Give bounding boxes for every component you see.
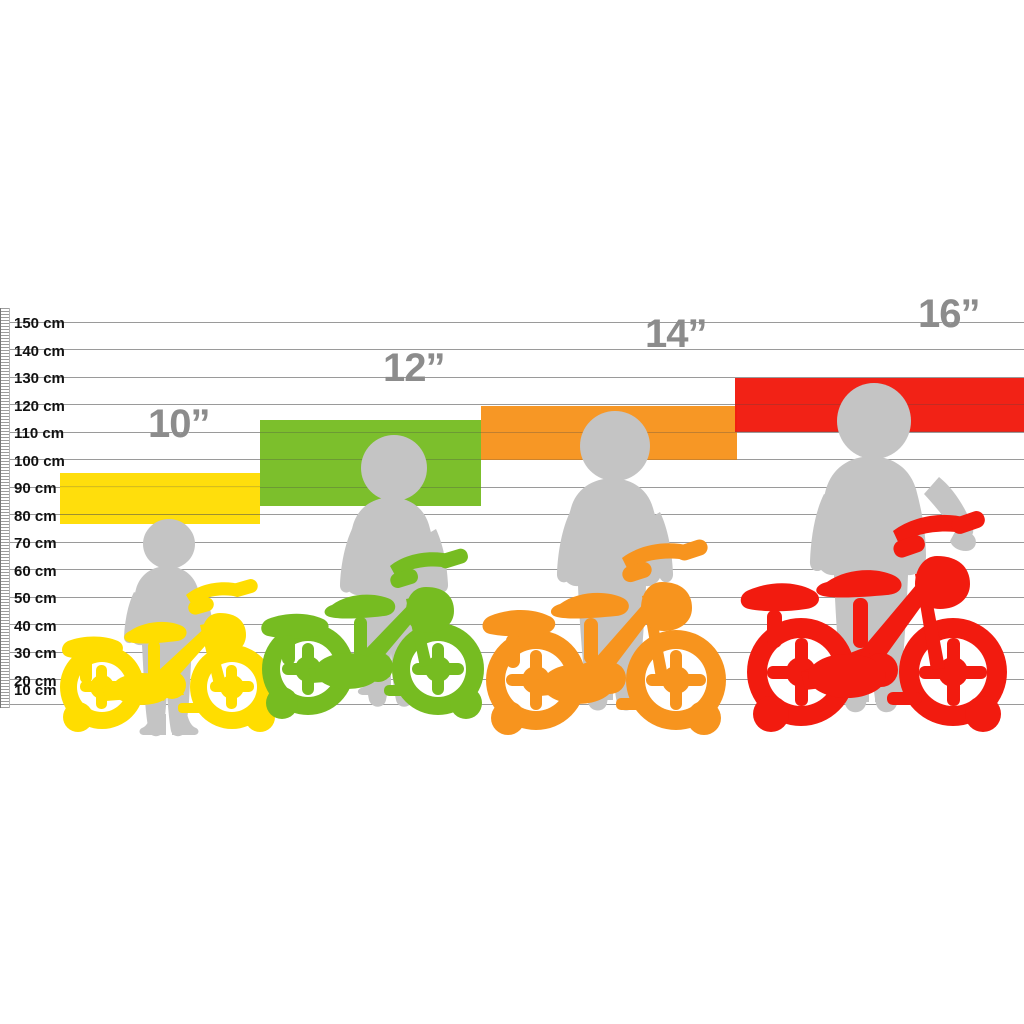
axis-tick-120: 120 cm (14, 398, 65, 415)
axis-tick-90: 90 cm (14, 480, 57, 497)
axis-tick-110: 110 cm (14, 425, 65, 442)
ruler-edge (0, 308, 1, 708)
size-label-12in: 12” (383, 346, 445, 390)
size-label-14in: 14” (645, 312, 707, 356)
axis-tick-10: 10 cm (14, 682, 57, 699)
axis-tick-40: 40 cm (14, 618, 57, 635)
bike-10in (60, 579, 275, 732)
band-stripe (260, 432, 481, 433)
gridline-90 (10, 487, 1024, 488)
gridline-50 (10, 597, 1024, 598)
axis-tick-80: 80 cm (14, 508, 57, 525)
bike-12in (261, 548, 484, 719)
axis-tick-20: 20 cm (14, 673, 57, 690)
size-label-16in: 16” (918, 292, 980, 336)
axis-tick-140: 140 cm (14, 343, 65, 360)
gridline-70 (10, 542, 1024, 543)
bike-16in (740, 511, 1007, 732)
band-10in (60, 473, 260, 524)
bike-14in (482, 539, 726, 735)
gridline-140 (10, 349, 1024, 350)
axis-tick-50: 50 cm (14, 590, 57, 607)
gridline-130 (10, 377, 1024, 378)
gridline-80 (10, 514, 1024, 515)
band-stripe (60, 486, 260, 487)
axis-tick-130: 130 cm (14, 370, 65, 387)
chart-area: 150 cm 140 cm 130 cm 120 cm 110 cm 100 c… (0, 294, 1024, 737)
gridline-120 (10, 404, 1024, 405)
axis-tick-60: 60 cm (14, 563, 57, 580)
size-label-10in: 10” (148, 402, 210, 446)
axis-tick-70: 70 cm (14, 535, 57, 552)
vertical-ruler (0, 308, 10, 708)
gridline-60 (10, 569, 1024, 570)
band-stripe (60, 514, 260, 515)
gridline-150 (10, 322, 1024, 323)
axis-tick-30: 30 cm (14, 645, 57, 662)
axis-tick-150: 150 cm (14, 315, 65, 332)
axis-tick-100: 100 cm (14, 453, 65, 470)
